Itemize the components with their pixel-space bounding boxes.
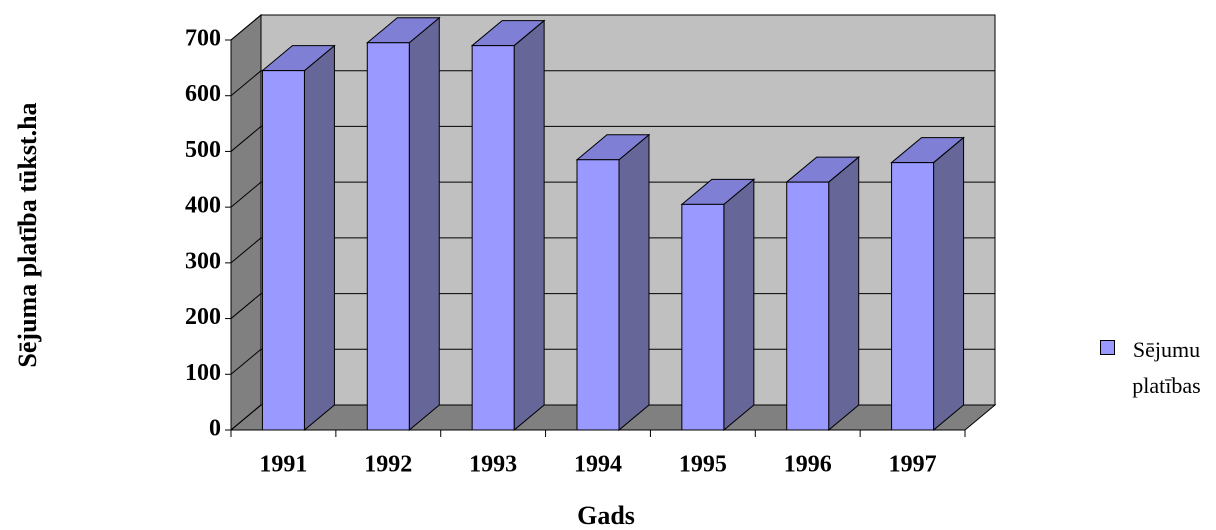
x-tick-label: 1995 xyxy=(679,452,727,478)
bar-side xyxy=(618,133,650,432)
y-tick-label: 600 xyxy=(185,81,221,107)
bar-front xyxy=(891,162,935,431)
y-tick-label: 100 xyxy=(185,360,221,386)
y-tick-label: 200 xyxy=(185,304,221,330)
bar xyxy=(890,136,965,432)
grid-line xyxy=(230,125,995,152)
x-axis-title: Gads xyxy=(577,501,635,530)
legend: Sējumu platības xyxy=(1100,332,1216,404)
legend-label: Sējumu platības xyxy=(1132,337,1201,398)
bar-front xyxy=(261,70,305,431)
x-tick-label: 1996 xyxy=(784,452,832,478)
bar xyxy=(261,44,336,432)
bar-side xyxy=(513,19,545,432)
bar-side xyxy=(933,136,965,432)
bar xyxy=(575,133,651,432)
y-tick-label: 0 xyxy=(209,416,221,442)
bar-front xyxy=(366,42,410,431)
bar-side xyxy=(828,156,860,432)
bar-front xyxy=(786,181,830,431)
x-tick-label: 1994 xyxy=(574,452,622,478)
y-axis-title: Sējuma platība tūkst.ha xyxy=(13,102,42,367)
bar xyxy=(365,16,441,432)
bar-side xyxy=(408,16,440,432)
grid-line xyxy=(230,70,995,97)
side-wall xyxy=(230,13,262,432)
y-tick-label: 500 xyxy=(185,137,221,163)
bar-front xyxy=(471,45,515,431)
bar-side xyxy=(723,178,755,432)
legend-swatch xyxy=(1100,340,1115,355)
x-tick-label: 1992 xyxy=(364,452,412,478)
bar-front xyxy=(681,203,725,431)
x-tick-label: 1993 xyxy=(469,452,517,478)
bar xyxy=(680,178,756,432)
grid-line xyxy=(230,14,995,41)
bar xyxy=(785,156,861,432)
y-tick-label: 700 xyxy=(185,26,221,52)
y-tick-label: 300 xyxy=(185,248,221,274)
y-tick-label: 400 xyxy=(185,193,221,219)
x-tick-label: 1991 xyxy=(259,452,307,478)
bar-side xyxy=(303,44,335,432)
bar-front xyxy=(576,159,620,431)
bar xyxy=(470,19,546,432)
x-tick-label: 1997 xyxy=(889,452,937,478)
